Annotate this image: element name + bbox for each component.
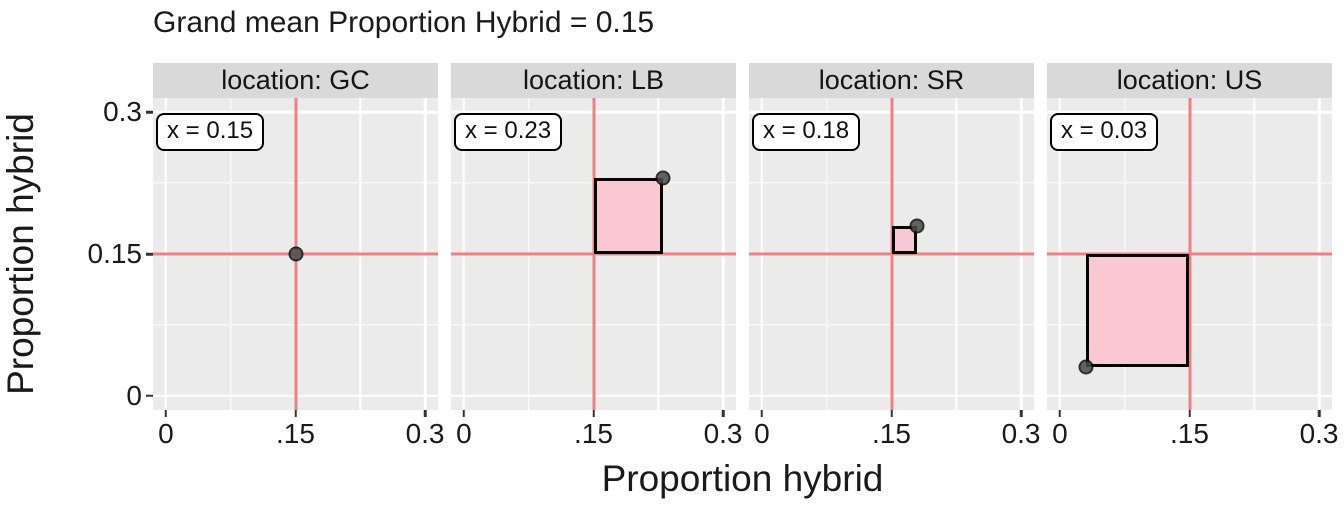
facet-panel-us: location: US x = 0.03 (1047, 63, 1332, 410)
x-tick-mark (1019, 410, 1023, 417)
y-axis-title: Proportion hybrid (0, 113, 41, 395)
x-tick-mark (760, 410, 764, 417)
x-tick-label: 0 (1052, 418, 1068, 449)
x-tick-label: .15 (1170, 418, 1209, 449)
x-tick-mark (1188, 410, 1191, 417)
facet-strip-label: location: GC (153, 63, 438, 98)
x-tick-mark (1317, 410, 1321, 417)
x-tick-mark (294, 410, 297, 417)
x-tick-label: .15 (276, 418, 315, 449)
group-mean-point (288, 246, 303, 262)
y-tick-label: 0.3 (103, 96, 142, 128)
group-mean-point (655, 170, 671, 186)
panel-body: x = 0.03 (1047, 98, 1332, 410)
y-tick-mark (146, 110, 153, 114)
x-axis-title: Proportion hybrid (601, 458, 884, 499)
y-tick-mark (146, 252, 153, 256)
panel-body: x = 0.23 (451, 98, 736, 410)
x-tick-label: 0.3 (1299, 418, 1339, 449)
grand-mean-hline (451, 252, 736, 256)
facet-strip-label: location: LB (451, 63, 736, 98)
x-tick-mark (721, 410, 725, 417)
x-tick-label: 0.3 (1001, 418, 1041, 449)
x-tick-mark (1058, 410, 1062, 417)
facet-strip-label: location: US (1047, 63, 1332, 98)
x-tick-label: 0 (754, 418, 770, 449)
group-mean-point (1078, 359, 1094, 375)
x-tick-mark (592, 410, 595, 417)
panel-body: x = 0.15 (153, 98, 438, 410)
grand-mean-hline (1047, 252, 1332, 256)
x-tick-mark (423, 410, 427, 417)
x-tick-label: 0.3 (405, 418, 445, 449)
x-tick-label: 0 (456, 418, 472, 449)
y-tick-label: 0 (126, 379, 142, 411)
group-mean-label: x = 0.18 (752, 113, 861, 151)
group-mean-label: x = 0.23 (454, 113, 563, 151)
x-tick-mark (890, 410, 893, 417)
x-tick-label: .15 (574, 418, 613, 449)
x-tick-label: 0 (158, 418, 174, 449)
y-tick-label: 0.15 (87, 238, 143, 269)
panel-body: x = 0.18 (749, 98, 1034, 410)
grand-mean-hline (749, 252, 1034, 256)
y-tick-mark (146, 394, 153, 398)
facet-panel-sr: location: SR x = 0.18 (749, 63, 1034, 410)
group-mean-label: x = 0.03 (1050, 113, 1159, 151)
facet-panel-lb: location: LB x = 0.23 (451, 63, 736, 410)
x-tick-mark (164, 410, 168, 417)
squared-deviation-box (593, 178, 663, 254)
plot-title: Grand mean Proportion Hybrid = 0.15 (153, 6, 655, 39)
facet-strip-label: location: SR (749, 63, 1034, 98)
group-mean-point (909, 218, 925, 234)
x-tick-label: 0.3 (703, 418, 743, 449)
facet-panel-gc: location: GC x = 0.15 (153, 63, 438, 410)
squared-deviation-box (1085, 254, 1190, 368)
group-mean-label: x = 0.15 (156, 113, 265, 151)
x-tick-mark (462, 410, 466, 417)
x-tick-label: .15 (872, 418, 911, 449)
